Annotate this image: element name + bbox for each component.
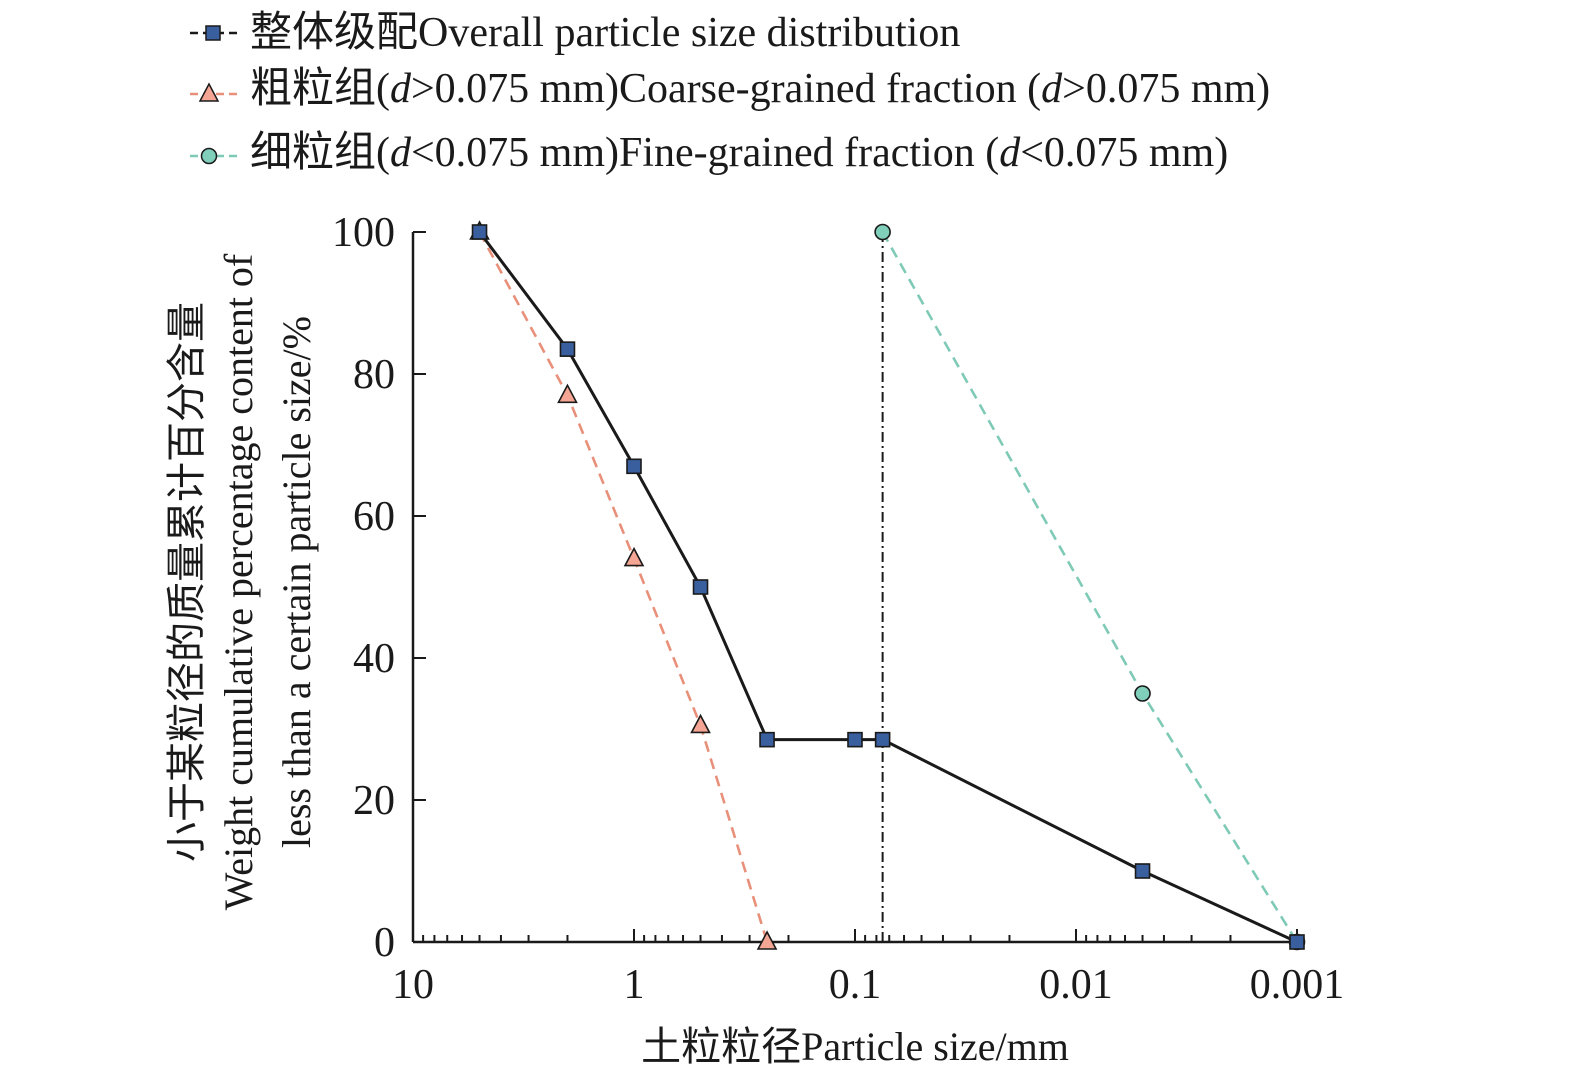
data-point-triangle [756, 930, 778, 950]
y-axis-title: 小于某粒径的质量累计百分含量 Weight cumulative percent… [164, 253, 319, 910]
data-point-square [1134, 863, 1151, 879]
data-point-circle [874, 223, 891, 241]
y-tick-label: 60 [353, 494, 395, 540]
legend-marker-triangle [198, 82, 220, 102]
series-line [881, 231, 1299, 943]
legend: 整体级配Overall particle size distribution 粗… [190, 10, 1270, 176]
y-axis-title-line-2: Weight cumulative percentage content of [216, 253, 261, 910]
series-layer [469, 220, 1306, 951]
y-tick-label: 40 [353, 636, 395, 682]
data-point-circle [1134, 685, 1151, 702]
y-ticks: 0 20 40 60 80 100 [332, 210, 426, 966]
legend-label-coarse: 粗粒组(d>0.075 mm)Coarse-grained fraction (… [250, 66, 1270, 112]
legend-item-coarse: 粗粒组(d>0.075 mm)Coarse-grained fraction (… [190, 66, 1270, 112]
data-point-square [847, 731, 863, 748]
x-major-ticks: 10 1 0.1 0.01 0.001 [392, 929, 1344, 1008]
x-tick-label: 1 [624, 962, 645, 1008]
series-line [478, 231, 1298, 944]
series-fine [874, 223, 1306, 951]
y-tick-label: 100 [332, 210, 395, 256]
legend-marker-circle [200, 147, 218, 165]
y-axis-title-line-1: 小于某粒径的质量累计百分含量 [164, 302, 209, 862]
data-point-square [626, 458, 642, 475]
series-line [478, 231, 769, 943]
data-point-square [692, 579, 709, 595]
legend-marker-square [205, 25, 221, 41]
legend-label-fine: 细粒组(d<0.075 mm)Fine-grained fraction (d<… [250, 130, 1228, 176]
axes: 10 1 0.1 0.01 0.001 0 20 40 60 80 100 [332, 210, 1344, 1008]
x-tick-label: 10 [392, 962, 434, 1008]
x-axis-title: 土粒粒径Particle size/mm [641, 1024, 1069, 1069]
data-point-square [1289, 934, 1305, 950]
legend-item-fine: 细粒组(d<0.075 mm)Fine-grained fraction (d<… [190, 130, 1228, 176]
y-tick-label: 0 [374, 920, 395, 966]
legend-item-overall: 整体级配Overall particle size distribution [190, 10, 960, 56]
legend-label-overall: 整体级配Overall particle size distribution [250, 10, 960, 56]
series-overall [471, 224, 1305, 950]
y-axis-title-line-3: less than a certain particle size/% [274, 316, 319, 848]
data-point-square [559, 341, 576, 357]
x-tick-label: 0.1 [829, 962, 882, 1008]
x-tick-label: 0.01 [1039, 962, 1113, 1008]
data-point-square [759, 731, 775, 748]
x-minor-ticks [422, 935, 1232, 942]
series-coarse [469, 220, 778, 950]
data-point-square [471, 224, 488, 240]
y-tick-label: 80 [353, 352, 395, 398]
data-point-triangle [557, 383, 578, 404]
data-point-triangle [623, 546, 645, 567]
data-point-triangle [690, 713, 711, 734]
x-tick-label: 0.001 [1250, 962, 1345, 1008]
data-point-square [874, 731, 891, 748]
y-tick-label: 20 [353, 778, 395, 824]
